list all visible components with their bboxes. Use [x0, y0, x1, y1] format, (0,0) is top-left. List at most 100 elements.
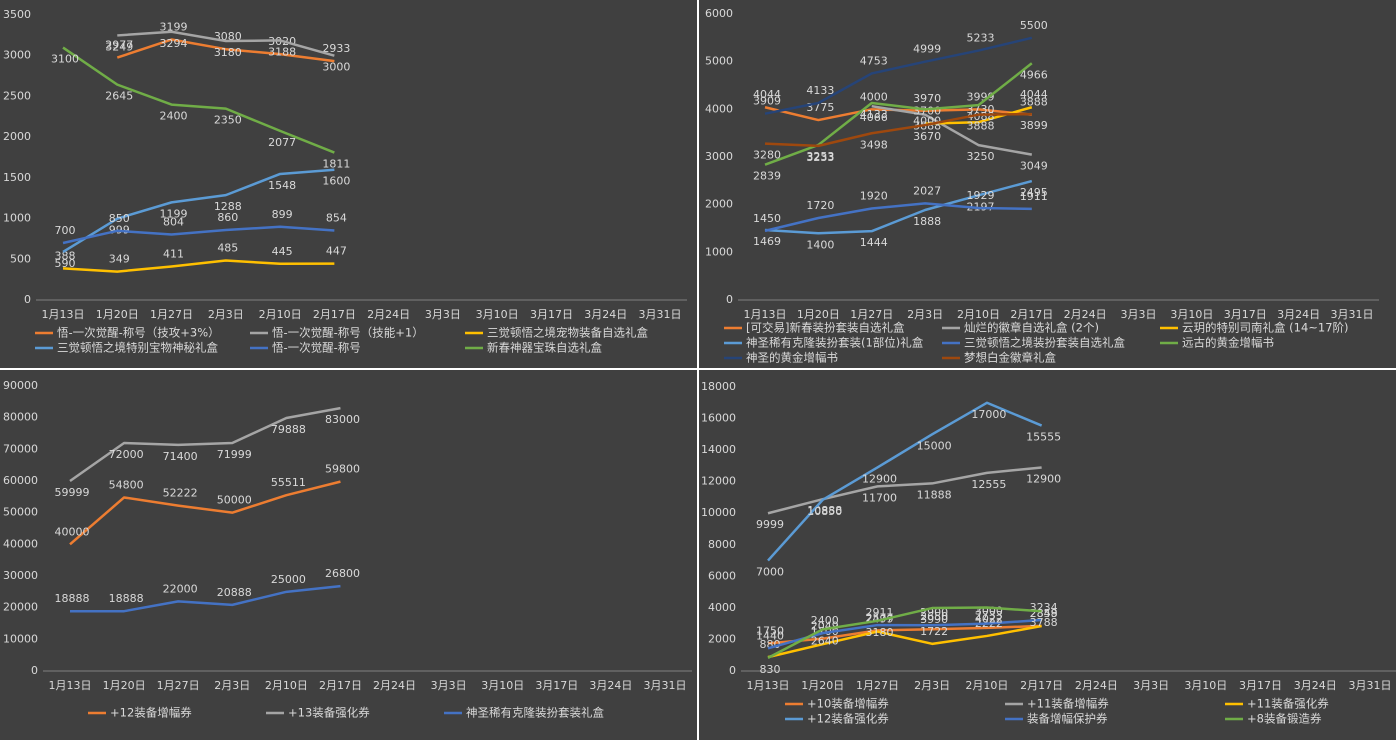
data-label: 1288: [214, 200, 242, 213]
x-tick-label: 2月10日: [965, 679, 1008, 692]
x-tick-label: 3月3日: [1133, 679, 1169, 692]
data-label: 804: [163, 216, 184, 229]
data-label: 3788: [1030, 616, 1058, 629]
x-tick-label: 2月3日: [208, 308, 244, 321]
data-label: 59800: [325, 463, 360, 476]
x-tick-label: 3月3日: [425, 308, 461, 321]
data-label: 2077: [268, 136, 296, 149]
data-label: 54800: [109, 478, 144, 491]
data-label: 3670: [913, 130, 941, 143]
data-label: 5233: [966, 32, 994, 45]
y-tick-label: 80000: [3, 411, 38, 424]
data-label: 860: [217, 211, 238, 224]
data-label: 2495: [1020, 186, 1048, 199]
data-label: 3234: [1030, 601, 1058, 614]
data-label: 3249: [105, 40, 133, 53]
legend-label: 悟-一次觉醒-称号（技攻+3%）: [57, 326, 220, 340]
data-label: 4999: [913, 43, 941, 56]
legend-label: +13装备强化券: [288, 706, 370, 720]
data-label: 26800: [325, 567, 360, 580]
data-label: 4753: [860, 54, 888, 67]
y-tick-label: 1000: [705, 245, 733, 258]
x-tick-label: 3月17日: [530, 308, 573, 321]
data-label: 388: [55, 249, 76, 262]
data-label: 1929: [966, 189, 994, 202]
y-tick-label: 5000: [705, 55, 733, 68]
series-line: [70, 584, 341, 613]
data-label: 2197: [966, 200, 994, 213]
y-tick-label: 10000: [3, 632, 38, 645]
data-label: 79888: [271, 423, 306, 436]
x-tick-label: 3月24日: [1277, 308, 1320, 321]
legend-label: 装备增幅保护券: [1027, 712, 1108, 726]
x-tick-label: 3月17日: [1224, 308, 1267, 321]
data-label: 854: [326, 211, 347, 224]
data-label: 2027: [913, 184, 941, 197]
x-tick-label: 2月24日: [373, 679, 416, 692]
x-tick-label: 1月13日: [744, 308, 787, 321]
data-label: 71400: [163, 450, 198, 463]
data-label: 3909: [753, 95, 781, 108]
x-tick-label: 2月17日: [313, 308, 356, 321]
data-label: 2977: [105, 39, 133, 52]
x-tick-label: 2月17日: [1010, 308, 1053, 321]
data-label: 3000: [322, 61, 350, 74]
x-tick-label: 1月20日: [103, 679, 146, 692]
x-tick-label: 2月3日: [907, 308, 943, 321]
data-label: 4133: [806, 84, 834, 97]
legend-label: +8装备锻造券: [1247, 712, 1322, 726]
data-label: 71999: [217, 448, 252, 461]
data-label: 590: [55, 257, 76, 270]
panel: [0, 0, 697, 368]
data-label: 3888: [1020, 96, 1048, 109]
data-label: 2400: [811, 614, 839, 627]
data-label: 700: [55, 224, 76, 237]
legend-label: +11装备增幅券: [1027, 697, 1109, 711]
data-label: 4000: [860, 90, 888, 103]
data-label: 11888: [917, 488, 952, 501]
y-tick-label: 4000: [705, 102, 733, 115]
x-tick-label: 3月31日: [1349, 679, 1392, 692]
data-label: 1450: [753, 212, 781, 225]
x-tick-label: 1月13日: [747, 679, 790, 692]
series-line: [62, 46, 335, 154]
y-tick-label: 14000: [701, 443, 736, 456]
data-label: 1920: [860, 189, 888, 202]
data-label: 2049: [811, 620, 839, 633]
x-tick-label: 2月17日: [1020, 679, 1063, 692]
y-tick-label: 6000: [708, 569, 736, 582]
y-tick-label: 2500: [3, 89, 31, 102]
x-tick-label: 2月24日: [367, 308, 410, 321]
legend-label: [可交易]新春装扮套装自选礼盒: [746, 321, 905, 335]
series-line: [925, 106, 1033, 125]
data-label: 1911: [1020, 190, 1048, 203]
data-label: 447: [326, 245, 347, 258]
data-label: 3180: [865, 626, 893, 639]
panel: [699, 370, 1396, 740]
data-label: 3999: [966, 90, 994, 103]
legend-label: +10装备增幅券: [807, 697, 889, 711]
data-label: 2350: [214, 114, 242, 127]
data-label: 2839: [753, 170, 781, 183]
series-line: [764, 36, 1033, 115]
data-label: 2933: [322, 42, 350, 55]
y-tick-label: 8000: [708, 538, 736, 551]
data-label: 3253: [806, 150, 834, 163]
data-label: 3100: [51, 53, 79, 66]
series-line: [62, 168, 335, 254]
panel: [0, 370, 697, 740]
data-label: 4044: [753, 88, 781, 101]
x-tick-label: 1月27日: [850, 308, 893, 321]
x-tick-label: 3月3日: [1121, 308, 1157, 321]
data-label: 25000: [271, 573, 306, 586]
x-tick-label: 1月27日: [157, 679, 200, 692]
series-line: [767, 606, 1042, 660]
x-tick-label: 3月10日: [481, 679, 524, 692]
data-label: 3970: [913, 92, 941, 105]
y-tick-label: 3000: [3, 49, 31, 62]
data-label: 1440: [756, 629, 784, 642]
legend-label: +12装备强化券: [807, 712, 889, 726]
data-label: 52222: [163, 487, 198, 500]
data-label: 899: [272, 208, 293, 221]
legend-label: 三觉顿悟之境宠物装备自选礼盒: [487, 326, 648, 340]
